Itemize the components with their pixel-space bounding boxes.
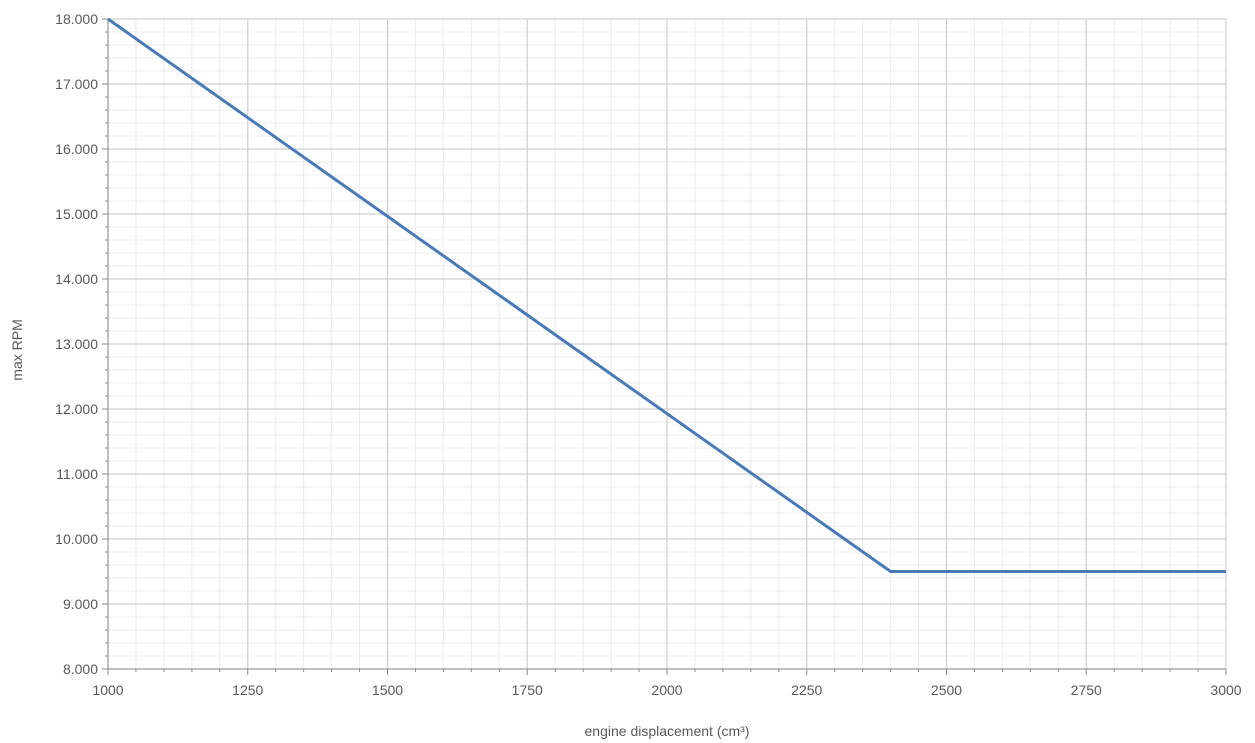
y-tick-label: 14.000 <box>55 271 98 287</box>
y-tick-label: 15.000 <box>55 206 98 222</box>
major-grid <box>107 18 1227 670</box>
y-tick-label: 13.000 <box>55 336 98 352</box>
x-tick-label: 2250 <box>791 682 822 698</box>
y-axis-title: max RPM <box>9 319 25 380</box>
y-tick-labels: 8.000 9.000 10.000 11.000 12.000 13.000 14.000… <box>55 11 98 677</box>
series-line <box>107 17 1226 573</box>
x-tick-label: 1250 <box>232 682 263 698</box>
series-layer <box>107 17 1226 573</box>
x-tick-label: 2000 <box>651 682 682 698</box>
y-tick-label: 8.000 <box>63 661 98 677</box>
y-tick-label: 9.000 <box>63 596 98 612</box>
x-tick-labels: 1000 1250 1500 1750 2000 2250 2500 2750 3000 <box>92 682 1241 698</box>
x-tick-label: 1750 <box>512 682 543 698</box>
x-tick-label: 1000 <box>92 682 123 698</box>
tick-marks <box>102 18 1227 675</box>
x-axis-title: engine displacement (cm³) <box>585 723 750 739</box>
y-tick-label: 18.000 <box>55 11 98 27</box>
y-tick-label: 11.000 <box>56 466 98 482</box>
x-tick-label: 1500 <box>372 682 403 698</box>
x-tick-label: 3000 <box>1210 682 1241 698</box>
y-tick-label: 12.000 <box>55 401 98 417</box>
y-tick-label: 10.000 <box>55 531 98 547</box>
x-tick-label: 2500 <box>931 682 962 698</box>
x-tick-label: 2750 <box>1071 682 1102 698</box>
y-tick-label: 17.000 <box>55 76 98 92</box>
y-tick-label: 16.000 <box>55 141 98 157</box>
